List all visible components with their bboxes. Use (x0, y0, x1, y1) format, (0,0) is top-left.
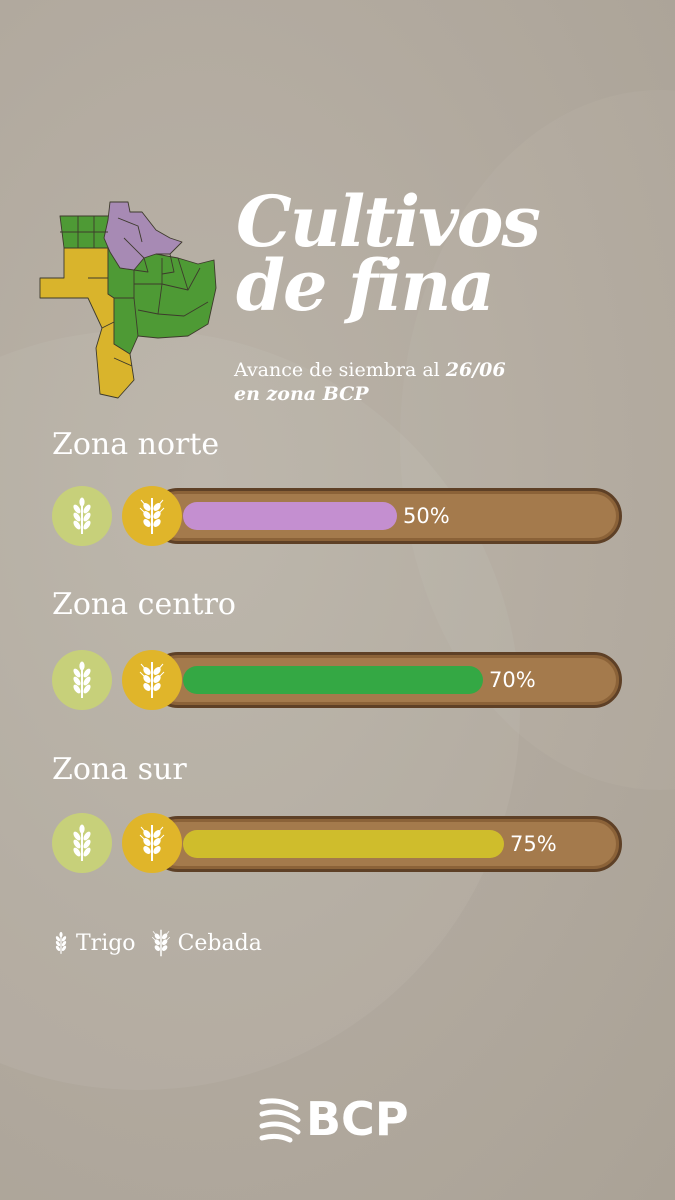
wheat-icon (52, 926, 70, 960)
barley-icon (137, 823, 167, 863)
trigo-badge (52, 813, 112, 873)
region-map (39, 201, 217, 399)
progress-track: 75% (150, 816, 622, 872)
barley-icon (137, 496, 167, 536)
subtitle: Avance de siembra al 26/06 en zona BCP (234, 358, 506, 406)
progress-track: 70% (150, 652, 622, 708)
wheat-icon (67, 660, 97, 700)
title-line-2: de fina (236, 244, 495, 327)
progress-value-label: 75% (510, 832, 557, 856)
progress-fill (183, 666, 483, 694)
title-line-1: Cultivos (236, 180, 541, 263)
cebada-badge (122, 486, 182, 546)
bcp-logo-icon (259, 1098, 301, 1143)
brand-name: BCP (306, 1092, 409, 1146)
brand-logo: BCP (258, 1092, 409, 1146)
barley-icon (150, 926, 172, 960)
zone-label: Zona norte (52, 427, 220, 462)
zone-label: Zona centro (52, 587, 236, 622)
barley-icon (137, 660, 167, 700)
legend-label: Cebada (177, 930, 262, 956)
legend-item-cebada: Cebada (150, 926, 262, 960)
trigo-badge (52, 486, 112, 546)
map-north-zone (103, 201, 183, 271)
progress-track: 50% (150, 488, 622, 544)
progress-fill (183, 502, 397, 530)
progress-fill (183, 830, 504, 858)
trigo-badge (52, 650, 112, 710)
legend-item-trigo: Trigo (52, 926, 136, 960)
progress-value-label: 50% (403, 504, 450, 528)
progress-value-label: 70% (489, 668, 536, 692)
wheat-icon (67, 823, 97, 863)
page-title: Cultivos de fina (236, 180, 541, 327)
cebada-badge (122, 813, 182, 873)
subtitle-prefix: Avance de siembra al (234, 359, 446, 381)
subtitle-date: 26/06 (445, 359, 506, 381)
wheat-icon (67, 496, 97, 536)
legend-label: Trigo (76, 930, 136, 956)
zone-label: Zona sur (52, 752, 187, 787)
cebada-badge (122, 650, 182, 710)
subtitle-line-2: en zona BCP (234, 383, 369, 405)
legend: Trigo Cebada (52, 926, 276, 960)
